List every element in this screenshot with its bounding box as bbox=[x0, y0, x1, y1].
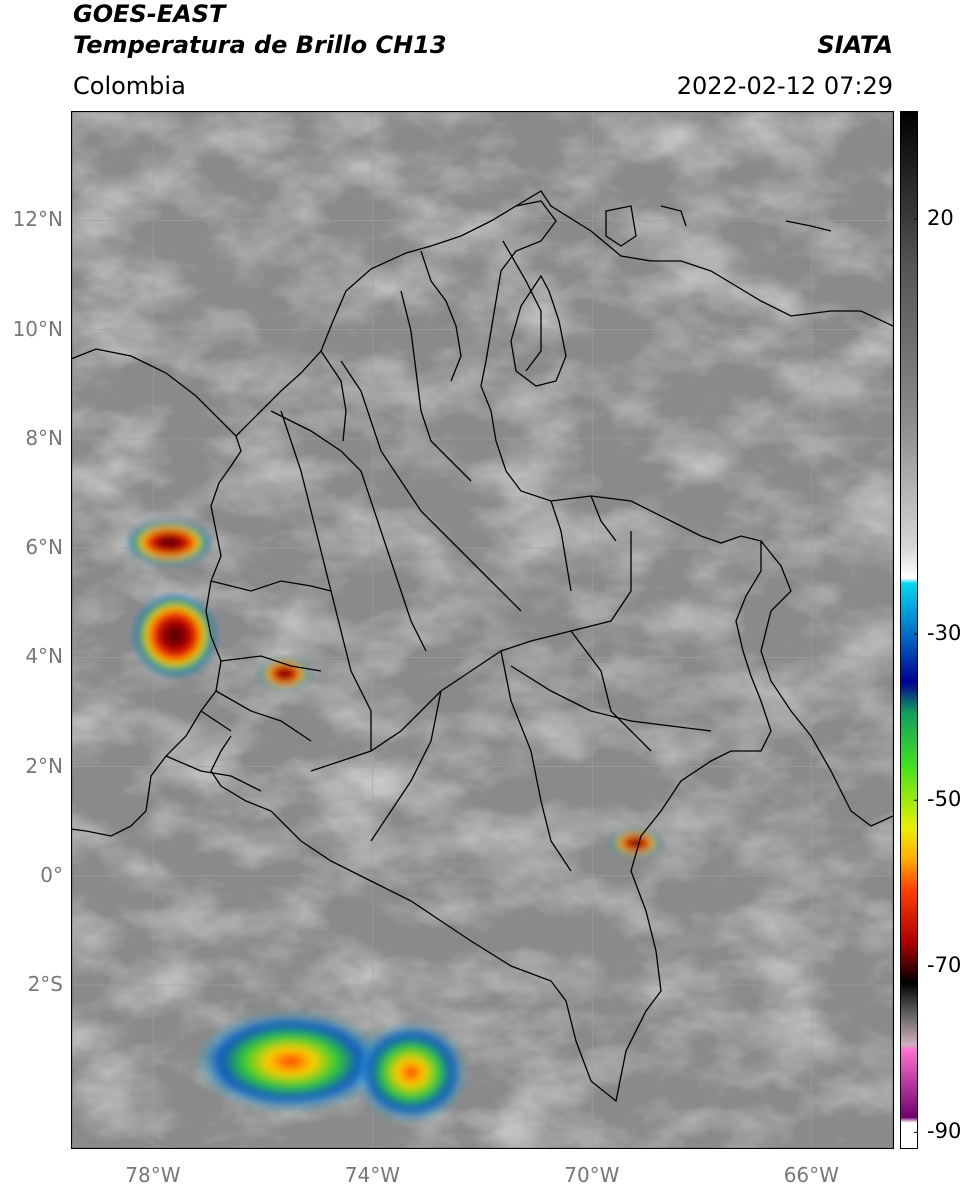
storm-cell-valle-cell bbox=[260, 657, 310, 691]
colorbar-tick-label: 20 bbox=[927, 205, 954, 230]
colorbar-tick-label: -90 bbox=[927, 1119, 962, 1144]
colorbar-gradient bbox=[900, 111, 918, 1149]
storm-cell-amazon-band-a bbox=[197, 1012, 384, 1111]
colorbar-tick-label: -50 bbox=[927, 787, 962, 812]
lon-tick-label: 66°W bbox=[783, 1163, 839, 1187]
temperature-colorbar bbox=[900, 111, 918, 1149]
source-label: SIATA bbox=[817, 31, 893, 59]
lake-maracaibo bbox=[510, 205, 832, 387]
storm-cell-amazon-band-b bbox=[356, 1023, 467, 1122]
lat-tick-label: 4°N bbox=[25, 644, 63, 669]
lat-tick-label: 2°N bbox=[25, 753, 63, 778]
region-label: Colombia bbox=[73, 72, 186, 100]
colorbar-ticks bbox=[914, 218, 918, 1133]
colorbar-tick-label: -30 bbox=[927, 621, 962, 646]
storm-cell-pacific-cell-south bbox=[134, 594, 217, 677]
lat-tick-label: 2°S bbox=[27, 972, 63, 997]
title-satellite: GOES-EAST bbox=[73, 0, 226, 28]
lat-tick-label: 10°N bbox=[12, 316, 63, 341]
colorbar-tick-label: -70 bbox=[927, 953, 962, 978]
storm-cell-guaviare-cell bbox=[611, 829, 661, 857]
map-frame bbox=[71, 111, 894, 1149]
satellite-map bbox=[71, 111, 894, 1149]
lon-tick-label: 74°W bbox=[344, 1163, 400, 1187]
datetime-label: 2022-02-12 07:29 bbox=[676, 72, 893, 100]
lon-tick-label: 70°W bbox=[564, 1163, 620, 1187]
colombia-borders bbox=[71, 190, 894, 1103]
storm-cell-pacific-cell-north bbox=[128, 520, 211, 565]
lon-tick-label: 78°W bbox=[125, 1163, 181, 1187]
lat-tick-label: 12°N bbox=[12, 207, 63, 232]
convective-cells bbox=[128, 520, 661, 1122]
lat-tick-label: 8°N bbox=[25, 425, 63, 450]
lat-tick-label: 0° bbox=[40, 862, 63, 887]
title-product: Temperatura de Brillo CH13 bbox=[73, 31, 447, 59]
lat-tick-label: 6°N bbox=[25, 535, 63, 560]
